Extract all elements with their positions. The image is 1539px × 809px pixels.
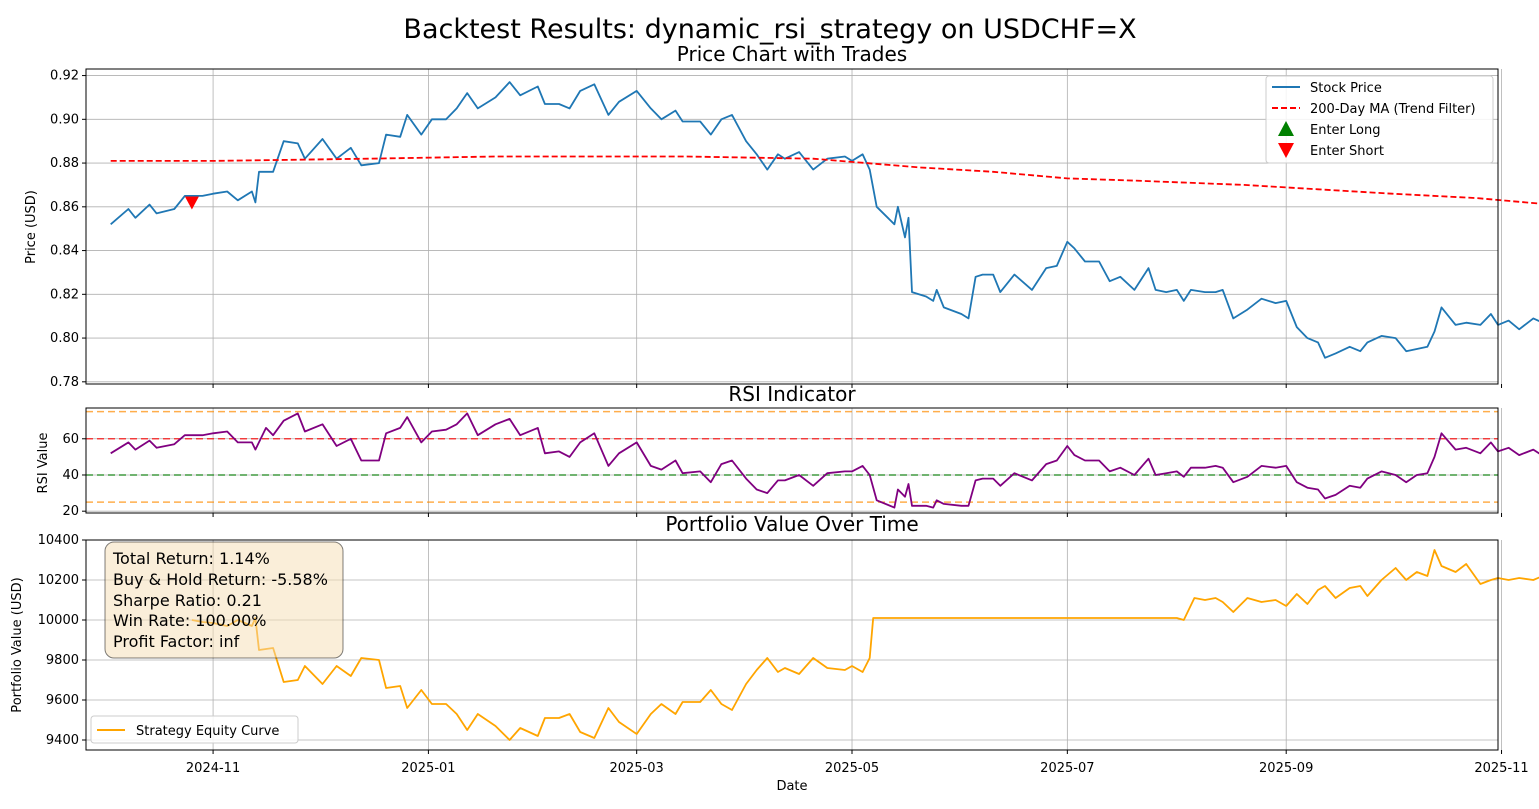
price-panel-ylabel: Price (USD) — [24, 190, 39, 264]
legend-label-equity-curve: Strategy Equity Curve — [136, 724, 279, 739]
stat-sharpe-ratio: Sharpe Ratio: 0.21 — [113, 591, 262, 610]
y-tick-label: 0.82 — [50, 287, 79, 302]
stats-box: Total Return: 1.14% Buy & Hold Return: -… — [104, 541, 344, 659]
series-line-200-day-ma-trend-filter — [110, 155, 1539, 205]
y-tick-label: 0.86 — [50, 200, 79, 215]
legend-label-stock-price: Stock Price — [1310, 81, 1382, 96]
shared-x-axis: 2024-11 2025-01 2025-03 2025-05 2025-07 2025-… — [186, 761, 1529, 776]
series-line-rsi — [110, 412, 1539, 509]
y-tick-label: 0.92 — [50, 69, 79, 84]
y-tick-label: 0.80 — [50, 331, 79, 346]
plot-frame — [85, 407, 1499, 514]
rsi-plot-area: 20 40 60 — [62, 407, 1539, 519]
stat-buy-hold-return: Buy & Hold Return: -5.58% — [113, 570, 328, 589]
figure-suptitle: Backtest Results: dynamic_rsi_strategy o… — [403, 14, 1136, 45]
legend-label-enter-long: Enter Long — [1310, 123, 1380, 138]
x-tick-label: 2025-01 — [401, 761, 455, 776]
y-tick-label: 0.78 — [50, 375, 79, 390]
y-tick-label: 60 — [62, 432, 79, 447]
portfolio-panel: Portfolio Value Over Time Portfolio Valu… — [10, 512, 1539, 754]
portfolio-panel-ylabel: Portfolio Value (USD) — [10, 577, 25, 712]
x-tick-label: 2025-07 — [1040, 761, 1094, 776]
stat-total-return: Total Return: 1.14% — [112, 549, 270, 568]
x-axis-label: Date — [776, 779, 807, 794]
plot-frame — [85, 539, 1499, 751]
y-tick-label: 40 — [62, 468, 79, 483]
series-line-stock-price — [110, 81, 1539, 359]
price-legend: Stock Price 200-Day MA (Trend Filter) En… — [1265, 75, 1494, 164]
portfolio-panel-title: Portfolio Value Over Time — [665, 512, 918, 536]
y-tick-label: 9800 — [46, 653, 79, 668]
y-tick-label: 0.88 — [50, 156, 79, 171]
rsi-panel-ylabel: RSI Value — [36, 433, 51, 494]
legend-label-ma: 200-Day MA (Trend Filter) — [1310, 102, 1476, 117]
rsi-panel-title: RSI Indicator — [728, 382, 856, 406]
y-tick-label: 10200 — [38, 573, 79, 588]
stat-win-rate: Win Rate: 100.00% — [113, 611, 267, 630]
y-tick-label: 10400 — [38, 533, 79, 548]
legend-label-enter-short: Enter Short — [1310, 144, 1384, 159]
y-tick-label: 20 — [62, 504, 79, 519]
series-line-strategy-equity-curve — [191, 549, 1539, 741]
rsi-panel: RSI Indicator RSI Value 20 40 60 — [36, 382, 1539, 519]
x-tick-label: 2025-05 — [825, 761, 879, 776]
trade-marker-enter-short — [184, 196, 199, 210]
x-tick-label: 2024-11 — [186, 761, 240, 776]
x-tick-label: 2025-03 — [610, 761, 664, 776]
y-tick-label: 0.84 — [50, 244, 79, 259]
x-tick-label: 2025-11 — [1474, 761, 1528, 776]
price-panel-title: Price Chart with Trades — [677, 42, 907, 66]
y-tick-label: 9600 — [46, 693, 79, 708]
legend-swatch-enter-short — [1278, 143, 1294, 158]
y-tick-label: 9400 — [46, 733, 79, 748]
price-panel: Price Chart with Trades Price (USD) 0.78… — [24, 42, 1539, 390]
x-tick-label: 2025-09 — [1259, 761, 1313, 776]
y-tick-label: 0.90 — [50, 112, 79, 127]
legend-swatch-enter-long — [1278, 121, 1294, 136]
y-tick-label: 10000 — [38, 613, 79, 628]
plot-frame — [85, 68, 1499, 385]
portfolio-legend: Strategy Equity Curve — [90, 715, 299, 744]
stat-profit-factor: Profit Factor: inf — [113, 632, 240, 651]
